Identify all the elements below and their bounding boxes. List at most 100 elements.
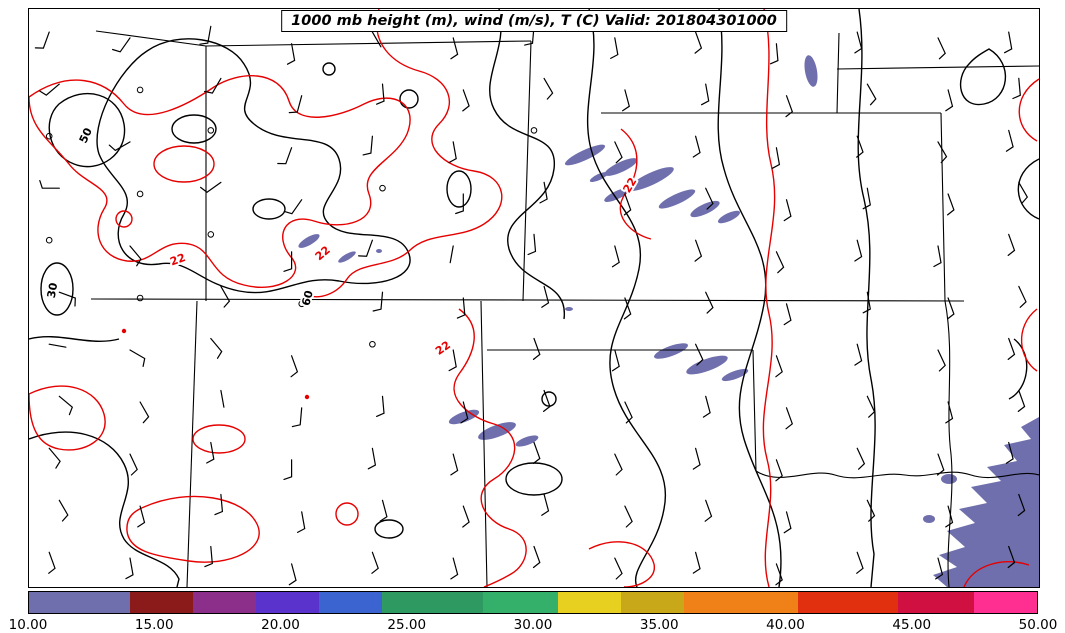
wind-barb-icon [543,77,554,100]
height-contours [29,9,1039,587]
wind-barb-icon [448,349,457,372]
wind-barb-icon [108,141,131,152]
wind-barb-icon [692,551,701,574]
wind-barb-icon [541,493,550,516]
colorbar [28,591,1038,614]
wind-barb-icon [455,193,464,215]
wind-barb-icon [297,511,306,533]
wind-barb-icon [854,343,863,366]
wind-barb-icon [58,291,76,307]
wind-barb-icon [862,291,871,314]
colorbar-segment [192,592,257,613]
calm-wind-icon [45,132,53,140]
calm-wind-icon [379,184,386,192]
wind-barb-icon [785,95,794,118]
contour-value-label: 60 [299,289,316,307]
colorbar-segment [255,592,320,613]
wind-barb-icon [862,187,871,210]
temperature-contours [29,9,1039,587]
wind-barb-icon [277,147,293,165]
wind-barb-icon [456,297,466,319]
wind-barb-icon [39,180,60,189]
wind-barb-icon [692,135,701,158]
plot-title: 1000 mb height (m), wind (m/s), T (C) Va… [281,10,787,32]
wind-barb-icon [283,251,293,272]
wind-barb-icon [291,407,303,428]
wind-barb-icon [376,395,385,417]
wind-barb-icon [771,147,781,169]
wind-barb-icon [541,285,550,308]
wind-barb-icon [204,77,222,94]
colorbar-tick-label: 20.00 [261,617,300,633]
wind-barb-icon [622,89,630,112]
colorbar-tick-label: 50.00 [1018,617,1058,633]
shaded-regions [298,55,1039,587]
wind-barb-icon [139,401,150,424]
wind-barb-icon [854,239,863,262]
wind-barb-icon [854,31,863,54]
wind-barb-icon [937,37,946,60]
wind-barb-icon [783,303,792,326]
wind-barb-icon [286,43,296,65]
wind-barb-icon [623,193,632,216]
wind-barb-icon [204,545,213,568]
wind-barb-icon [775,563,783,586]
wind-barb-icon [783,511,792,534]
wind-barb-icon [283,199,303,215]
wind-barb-icon [1018,181,1029,204]
wind-barb-icon [692,447,701,470]
wind-barb-icon [701,83,710,106]
map-plot-area: 50 30 60 22 22 22 22 1000 mb height (m), wind … [28,8,1040,588]
colorbar-segment [558,592,622,613]
wind-barb-icon [362,135,373,156]
wind-barb-icon [611,349,620,372]
calm-wind-icon [136,190,144,198]
colorbar-segment [29,592,131,613]
wind-barb-icon [614,453,623,476]
wind-barb-icon [460,401,469,424]
wind-barb-icon [702,395,711,418]
contour-value-label: 50 [77,126,95,146]
wind-barb-icon [614,141,623,164]
wind-barb-icon [1018,285,1027,308]
wind-barb-icon [532,441,541,464]
state-borders [90,30,1039,587]
wind-barb-icon [532,545,541,569]
wind-barb-icon [448,141,457,164]
wind-barb-icon [199,25,212,45]
wind-barb-icon [1005,441,1014,464]
wind-barb-icon [532,337,541,360]
colorbar-segment [974,592,1037,613]
colorbar-tick-label: 30.00 [513,617,553,633]
wind-barb-icon [775,251,785,274]
colorbar-segment [381,592,484,613]
calm-wind-icon [207,127,215,134]
calm-wind-icon [136,86,144,94]
wind-barb-icon [945,505,954,528]
colorbar-segments [29,592,1037,613]
wind-barb-icon [58,499,69,522]
colorbar-segment [684,592,799,613]
calm-wind-icon [136,294,144,302]
calm-wind-icon [298,300,306,308]
wind-barb-icon [288,95,303,114]
wind-barb-icon [34,31,50,49]
wind-barb-icon [866,83,877,106]
wind-barb-icon [125,557,134,580]
wind-barb-icon [694,31,703,54]
wind-barb-icon [947,297,955,320]
wind-barb-icon [288,563,297,586]
colorbar-ticks: 10.00 15.00 20.00 25.00 30.00 35.00 40.00 45.00… [9,617,1058,633]
wind-barb-icon [214,493,224,516]
contour-value-label: 22 [168,251,187,268]
wind-barb-icon [614,557,623,580]
wind-barb-icon [704,499,713,522]
wind-barb-icon [935,557,944,580]
colorbar-tick-label: 45.00 [892,617,932,633]
wind-barb-icon [866,499,876,522]
wind-barb-icon [1017,493,1026,517]
wind-barb-icon [48,447,61,469]
